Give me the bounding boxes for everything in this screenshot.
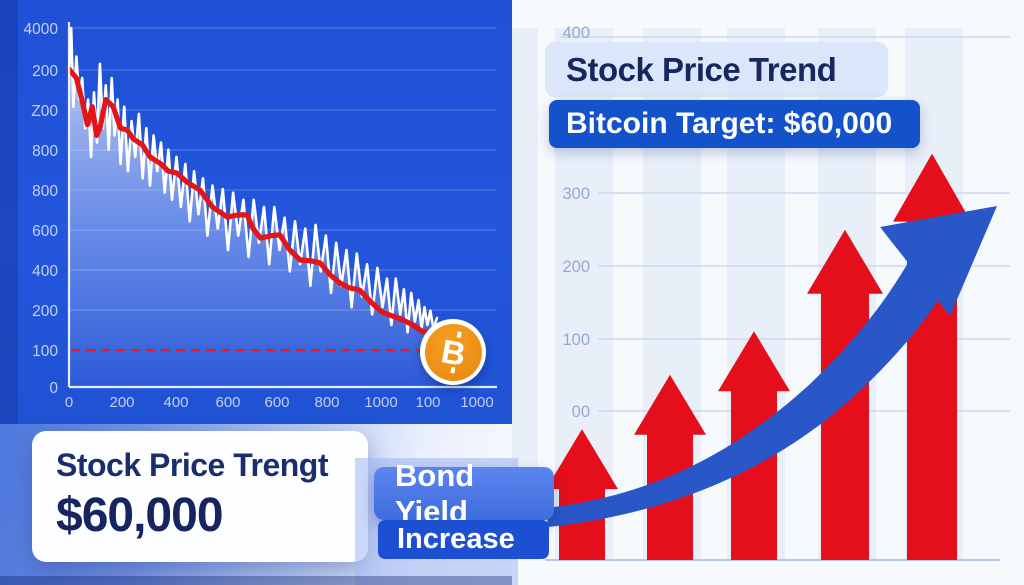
bitcoin-target-banner: Bitcoin Target: $60,000 — [549, 100, 920, 148]
svg-text:0: 0 — [49, 380, 58, 397]
caption-title: Stock Price Trengt — [56, 447, 328, 483]
bottom-shade — [0, 576, 512, 585]
caption-price-value: $60,000 — [56, 489, 224, 542]
svg-text:800: 800 — [32, 143, 58, 160]
right-title-card: Stock Price Trend — [545, 42, 888, 97]
bitcoin-b-symbol: B — [438, 331, 468, 373]
swoosh-arrowhead — [880, 206, 997, 316]
svg-text:1000: 1000 — [460, 394, 493, 411]
bitcoin-target-text: Bitcoin Target: $60,000 — [566, 107, 893, 140]
svg-text:4000: 4000 — [24, 21, 59, 38]
rising-arrows-chart: 400 300 200 100 00 — [512, 24, 1010, 561]
right-chart-y-axis-labels: 400 300 200 100 00 — [562, 24, 590, 421]
left-chart-y-axis-labels: 4000 200 Z00 800 800 600 400 200 100 0 — [24, 21, 59, 397]
left-chart-series — [66, 26, 440, 387]
svg-text:600: 600 — [264, 394, 289, 411]
panel-edge-shade — [0, 0, 18, 424]
blue-trend-swoosh-arrow — [546, 206, 997, 527]
growth-arrow-1 — [546, 429, 618, 560]
right-title: Stock Price Trend — [566, 50, 837, 88]
svg-text:200: 200 — [109, 394, 134, 411]
svg-text:1000: 1000 — [364, 394, 397, 411]
svg-text:400: 400 — [562, 24, 590, 42]
rising-arrows-panel: 400 300 200 100 00 Stock Price Trend Bitcoin… — [512, 0, 1024, 585]
svg-text:00: 00 — [572, 403, 590, 421]
bitcoin-icon: B — [419, 318, 487, 386]
svg-text:100: 100 — [415, 394, 440, 411]
svg-text:Z00: Z00 — [31, 103, 58, 120]
declining-chart-panel: 4000 200 Z00 800 800 600 400 200 100 0 0 200 400 600… — [0, 0, 512, 424]
svg-text:200: 200 — [562, 258, 590, 276]
svg-text:800: 800 — [314, 394, 339, 411]
svg-text:300: 300 — [562, 185, 590, 203]
svg-text:200: 200 — [32, 303, 58, 320]
increase-label: Increase — [378, 520, 549, 559]
bitcoin-icon-disc: B — [419, 318, 487, 386]
svg-text:0: 0 — [65, 394, 73, 411]
caption-card: Stock Price Trengt $60,000 — [32, 431, 368, 562]
svg-text:200: 200 — [32, 63, 58, 80]
svg-text:800: 800 — [32, 183, 58, 200]
svg-text:400: 400 — [32, 263, 58, 280]
bond-yield-label: Bond Yield — [374, 458, 554, 529]
svg-text:600: 600 — [32, 223, 58, 240]
svg-text:100: 100 — [32, 343, 58, 360]
left-chart-x-axis-labels: 0 200 400 600 600 800 1000 100 1000 — [65, 394, 494, 411]
growth-arrow-2 — [634, 374, 706, 560]
svg-text:600: 600 — [215, 394, 240, 411]
svg-text:400: 400 — [163, 394, 188, 411]
svg-text:100: 100 — [562, 331, 590, 349]
